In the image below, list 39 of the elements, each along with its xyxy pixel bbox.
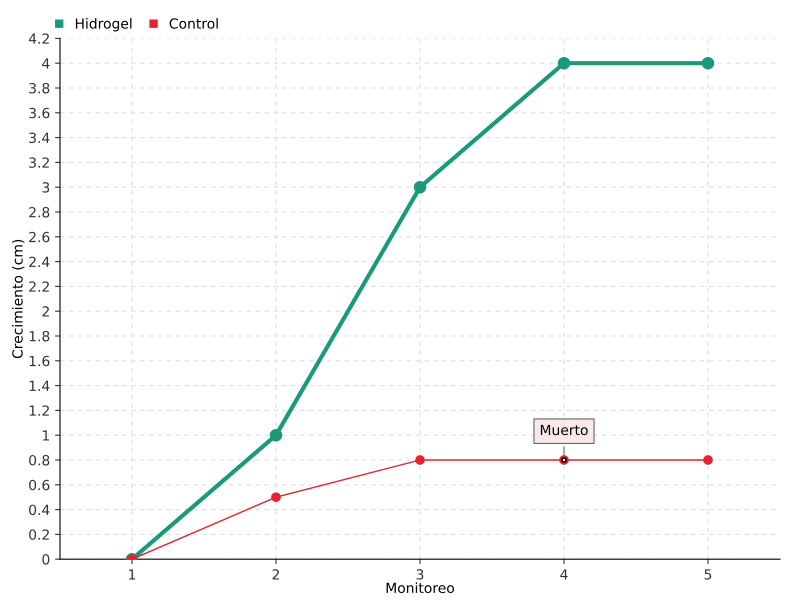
- y-tick-label: 4: [42, 58, 50, 68]
- x-tick-label: 4: [560, 569, 568, 580]
- point: [702, 56, 714, 70]
- y-tick-label: 0.6: [29, 480, 50, 490]
- y-tick-label: 3: [42, 182, 50, 193]
- y-tick-label: 1.6: [30, 356, 50, 366]
- y-tick-label: 1.8: [30, 330, 50, 342]
- y-tick-label: 3.2: [29, 157, 49, 168]
- y-tick-label: 2.8: [29, 206, 50, 218]
- annotation: Muerto: [540, 424, 588, 436]
- point: [558, 56, 570, 70]
- y-axis-title: Crecimiento (cm): [12, 240, 24, 358]
- legend-label: Hidrogel: [76, 18, 132, 32]
- x-axis-title: Monitoreo: [386, 582, 454, 594]
- y-tick-label: 3.8: [29, 82, 50, 94]
- y-tick-label: 3.6: [29, 108, 50, 118]
- y-tick-label: 3.4: [29, 132, 50, 144]
- y-tick-label: 2.6: [29, 232, 50, 242]
- y-tick-label: 2.2: [29, 281, 49, 292]
- x-tick-label: 1: [129, 569, 136, 580]
- y-tick-label: 0.8: [29, 454, 50, 466]
- y-tick-label: 0: [42, 554, 50, 565]
- point: [270, 428, 282, 442]
- y-tick-label: 2: [42, 306, 49, 316]
- x-tick-label: 3: [416, 569, 424, 580]
- x-tick-label: 2: [272, 569, 280, 580]
- y-tick-label: 1.4: [30, 380, 50, 391]
- y-tick-label: 0.2: [29, 529, 49, 540]
- y-tick-label: 1: [42, 430, 49, 440]
- y-tick-label: 2.4: [29, 256, 50, 267]
- point: [271, 492, 281, 502]
- y-tick-label: 1.2: [30, 405, 49, 416]
- legend-label: Control: [170, 18, 218, 29]
- point: [414, 180, 426, 194]
- point: [415, 455, 425, 465]
- x-tick-label: 5: [704, 569, 712, 580]
- y-tick-label: 0.4: [29, 504, 50, 516]
- point: [703, 455, 713, 465]
- y-tick-label: 4.2: [28, 33, 49, 44]
